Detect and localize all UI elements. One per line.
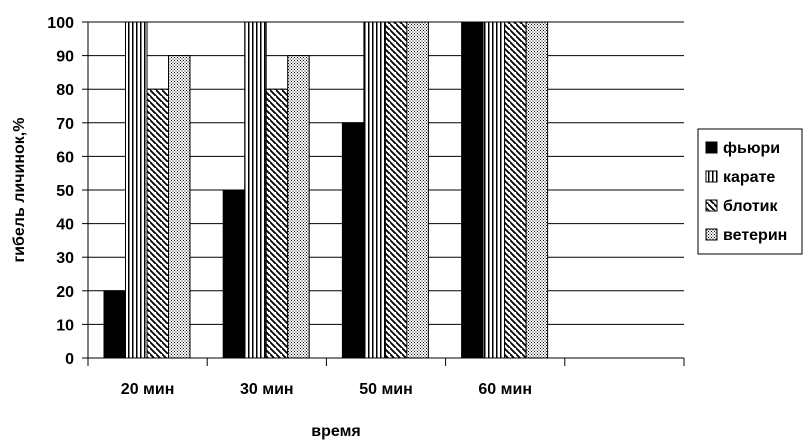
legend-label: фьюри bbox=[723, 140, 780, 157]
bar-dots bbox=[406, 21, 429, 359]
bar-dots bbox=[525, 21, 549, 359]
y-axis-title: гибель личинок,% bbox=[11, 118, 28, 263]
y-tick-label: 40 bbox=[56, 217, 74, 234]
bar-vertical-lines bbox=[482, 21, 506, 359]
bar-vertical-lines bbox=[363, 21, 386, 359]
bar-diagonal-lines bbox=[504, 21, 527, 359]
y-tick-label: 80 bbox=[56, 82, 74, 99]
x-tick-label: 50 мин bbox=[359, 381, 413, 398]
y-tick-labels: 0 10 20 30 40 50 60 70 80 90 100 bbox=[47, 15, 74, 368]
bar-diagonal-lines bbox=[265, 88, 289, 359]
legend-swatch-dots bbox=[705, 228, 718, 241]
y-tick-label: 60 bbox=[56, 149, 74, 166]
y-tick-label: 70 bbox=[56, 116, 74, 133]
legend-label: карате bbox=[723, 169, 775, 186]
legend-swatch-diagonal-lines bbox=[705, 199, 718, 212]
y-tick-label: 50 bbox=[56, 183, 74, 200]
y-tick-label: 100 bbox=[47, 15, 74, 32]
bar-diagonal-lines bbox=[146, 88, 169, 359]
axes bbox=[82, 21, 685, 366]
x-axis-title: время bbox=[311, 423, 360, 440]
bar-vertical-lines bbox=[125, 21, 148, 359]
bar-dots bbox=[168, 55, 191, 359]
bar-solid bbox=[103, 290, 126, 359]
bar-solid bbox=[341, 122, 365, 359]
x-tick-label: 20 мин bbox=[121, 381, 175, 398]
legend-swatch-solid bbox=[705, 141, 718, 154]
legend: фьюри карате блотик ветерин bbox=[697, 128, 803, 255]
y-tick-label: 20 bbox=[56, 284, 74, 301]
bar-solid bbox=[461, 21, 484, 359]
bar-diagonal-lines bbox=[384, 21, 408, 359]
bar-vertical-lines bbox=[244, 21, 267, 359]
y-tick-label: 90 bbox=[56, 49, 74, 66]
bar-dots bbox=[287, 55, 310, 359]
legend-label: блотик bbox=[723, 198, 778, 215]
y-tick-label: 0 bbox=[65, 351, 74, 368]
y-tick-label: 10 bbox=[56, 317, 74, 334]
bar-solid bbox=[222, 189, 246, 359]
x-tick-label: 60 мин bbox=[478, 381, 532, 398]
y-tick-label: 30 bbox=[56, 250, 74, 267]
x-tick-labels: 20 мин 30 мин 50 мин 60 мин bbox=[121, 381, 532, 398]
legend-label: ветерин bbox=[723, 227, 787, 244]
x-tick-label: 30 мин bbox=[240, 381, 294, 398]
legend-swatch-vertical-lines bbox=[705, 170, 718, 183]
